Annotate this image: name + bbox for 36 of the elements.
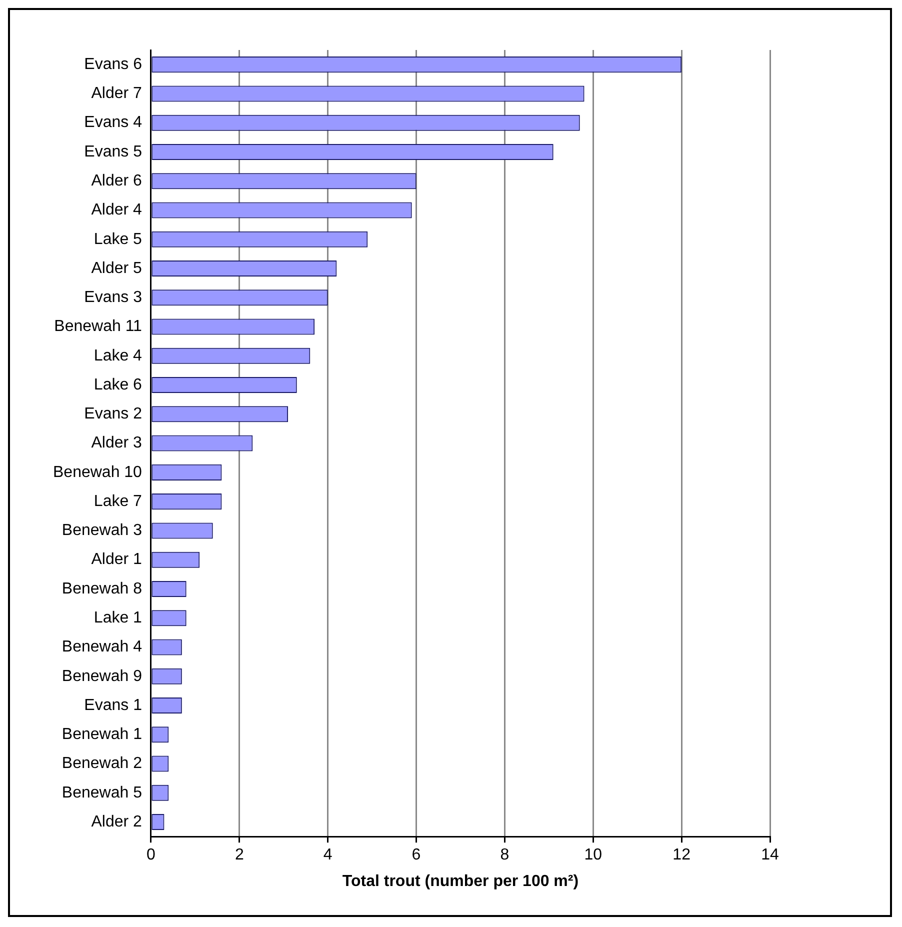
x-tick-label: 6 xyxy=(412,846,421,864)
y-tick-label: Lake 7 xyxy=(94,492,142,510)
y-tick-label: Benewah 4 xyxy=(62,638,142,656)
y-tick-label: Benewah 3 xyxy=(62,522,142,540)
x-tick-label: 14 xyxy=(761,846,779,864)
y-tick-label: Lake 6 xyxy=(94,376,142,394)
y-tick-label: Alder 7 xyxy=(91,85,142,102)
x-axis-title: Total trout (number per 100 m²) xyxy=(342,872,579,890)
y-tick-label: Evans 4 xyxy=(84,114,142,132)
y-tick-label: Benewah 10 xyxy=(52,464,142,481)
y-tick-label: Lake 4 xyxy=(94,347,142,364)
y-tick-label: Evans 5 xyxy=(84,143,142,160)
y-tick-label: Alder 5 xyxy=(91,260,142,277)
y-tick-label: Alder 4 xyxy=(91,202,142,219)
y-tick-label: Lake 5 xyxy=(94,230,142,248)
y-tick-label: Alder 3 xyxy=(91,434,142,452)
y-tick-label: Benewah 1 xyxy=(62,726,142,744)
y-tick-label: Benewah 9 xyxy=(62,668,142,685)
y-tick-label: Evans 2 xyxy=(84,406,142,423)
x-tick-label: 8 xyxy=(500,846,510,864)
y-tick-label: Benewah 2 xyxy=(62,755,142,772)
y-tick-label: Alder 6 xyxy=(91,172,142,190)
y-tick-label: Evans 6 xyxy=(84,56,142,73)
x-tick-label: 0 xyxy=(146,846,156,864)
x-tick-label: 2 xyxy=(234,846,244,864)
x-tick-label: 10 xyxy=(584,846,602,864)
x-tick-label: 4 xyxy=(323,846,332,864)
y-tick-label: Alder 2 xyxy=(91,813,142,830)
y-tick-label: Evans 3 xyxy=(84,289,142,306)
y-tick-label: Alder 1 xyxy=(91,551,142,568)
y-tick-label: Lake 1 xyxy=(94,610,142,627)
y-tick-label: Evans 1 xyxy=(84,696,142,714)
y-tick-label: Benewah 11 xyxy=(54,318,142,336)
x-tick-label: 12 xyxy=(672,846,691,864)
y-tick-label: Benewah 5 xyxy=(62,784,142,802)
y-tick-label: Benewah 8 xyxy=(62,580,142,598)
